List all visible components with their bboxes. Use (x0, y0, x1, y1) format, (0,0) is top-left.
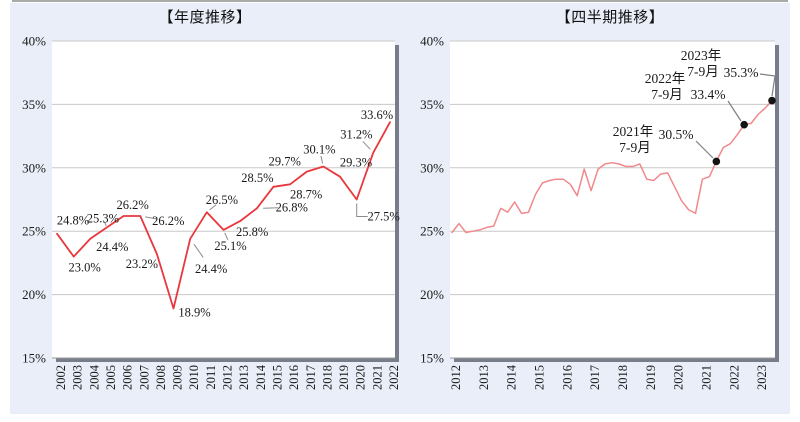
x-tick-label: 2015 (532, 365, 546, 390)
plot-area (450, 41, 775, 358)
x-tick-label: 2016 (287, 365, 301, 390)
data-label: 23.2% (126, 257, 158, 271)
data-label: 26.8% (276, 200, 308, 214)
x-tick-label: 2015 (270, 365, 284, 390)
y-tick-label: 20% (420, 287, 444, 302)
data-label: 26.2% (152, 214, 184, 228)
label-leader-line (209, 204, 217, 211)
data-label: 30.1% (303, 143, 335, 157)
data-label: 27.5% (368, 210, 400, 224)
data-label: 24.8% (57, 214, 89, 228)
x-tick-label: 2020 (354, 365, 368, 390)
y-tick-label: 25% (420, 224, 444, 239)
y-tick-label: 30% (420, 160, 444, 175)
x-tick-label: 2021 (370, 365, 384, 390)
y-tick-label: 15% (22, 351, 46, 366)
data-point-marker (740, 120, 748, 129)
x-tick-label: 2002 (54, 365, 68, 390)
x-tick-label: 2018 (616, 365, 630, 390)
x-tick-label: 2018 (320, 365, 334, 390)
x-tick-label: 2017 (304, 365, 318, 390)
y-tick-label: 40% (420, 34, 444, 49)
annotation-year-label: 2023年 (681, 48, 722, 63)
annotation-year-label: 2021年 (613, 124, 654, 139)
x-tick-label: 2021 (699, 365, 713, 390)
annotation-value-label: 30.5% (659, 127, 694, 142)
x-tick-label: 2005 (104, 365, 118, 390)
y-tick-label: 20% (22, 287, 46, 302)
annotation-leader-line (695, 140, 714, 159)
annotation-year-label: 2022年 (645, 71, 686, 86)
x-tick-label: 2023 (755, 365, 769, 390)
top-divider-line (12, 0, 788, 2)
annotation-value-label: 33.4% (691, 87, 726, 102)
annual-chart-title: 【年度推移】 (158, 9, 252, 26)
x-tick-label: 2014 (505, 364, 519, 390)
x-tick-label: 2011 (204, 365, 218, 390)
label-leader-line (224, 232, 229, 241)
data-label: 28.5% (241, 171, 273, 185)
annotation-leader-line (727, 100, 742, 122)
label-leader-line (145, 216, 158, 220)
x-tick-label: 2020 (672, 365, 686, 390)
y-tick-label: 35% (22, 97, 46, 112)
data-label: 25.3% (87, 211, 119, 225)
data-label: 29.7% (269, 155, 301, 169)
data-label: 26.5% (206, 193, 238, 207)
x-tick-label: 2013 (237, 365, 251, 390)
x-tick-label: 2022 (387, 365, 401, 390)
annotation-value-label: 35.3% (724, 65, 759, 80)
x-tick-label: 2009 (171, 365, 185, 390)
x-tick-label: 2013 (477, 365, 491, 390)
annual-series-line (56, 121, 391, 310)
x-tick-label: 2012 (449, 365, 463, 390)
x-tick-label: 2003 (71, 365, 85, 390)
label-leader-line (320, 155, 324, 164)
x-tick-label: 2012 (221, 365, 235, 390)
data-label: 23.0% (69, 261, 101, 275)
annotation-period-label: 7-9月 (687, 64, 719, 79)
plot-area (52, 41, 395, 358)
data-label: 28.7% (290, 187, 322, 201)
y-tick-label: 30% (22, 160, 46, 175)
y-tick-label: 25% (22, 224, 46, 239)
y-tick-label: 15% (420, 351, 444, 366)
quarterly-series-line (451, 99, 773, 234)
data-point-marker (768, 96, 776, 105)
label-leader-line (362, 141, 371, 150)
label-leader-line (356, 203, 368, 217)
data-label: 26.2% (116, 198, 148, 212)
annotation-period-label: 7-9月 (651, 87, 683, 102)
x-tick-label: 2006 (121, 365, 135, 390)
quarterly-chart-title: 【四半期推移】 (555, 9, 665, 26)
x-tick-label: 2017 (588, 365, 602, 390)
x-tick-label: 2014 (254, 364, 268, 390)
annotation-period-label: 7-9月 (619, 140, 651, 155)
x-tick-label: 2007 (137, 365, 151, 390)
data-label: 24.4% (195, 262, 227, 276)
x-tick-label: 2019 (644, 365, 658, 390)
data-label: 25.1% (214, 239, 246, 253)
x-tick-label: 2008 (154, 365, 168, 390)
x-tick-label: 2022 (727, 365, 741, 390)
annotation-leader-line (759, 73, 776, 97)
label-leader-line (193, 243, 204, 258)
data-label: 24.4% (96, 240, 128, 254)
data-label: 18.9% (178, 306, 210, 320)
x-tick-label: 2019 (337, 365, 351, 390)
label-leader-line (104, 221, 107, 226)
data-label: 31.2% (340, 128, 372, 142)
y-tick-label: 35% (420, 97, 444, 112)
x-tick-label: 2016 (560, 365, 574, 390)
data-label: 25.8% (236, 225, 268, 239)
data-label: 33.6% (361, 108, 393, 122)
y-tick-label: 40% (22, 34, 46, 49)
x-tick-label: 2010 (187, 365, 201, 390)
data-label: 29.3% (340, 156, 372, 170)
x-tick-label: 2004 (87, 364, 101, 390)
data-point-marker (712, 157, 721, 166)
